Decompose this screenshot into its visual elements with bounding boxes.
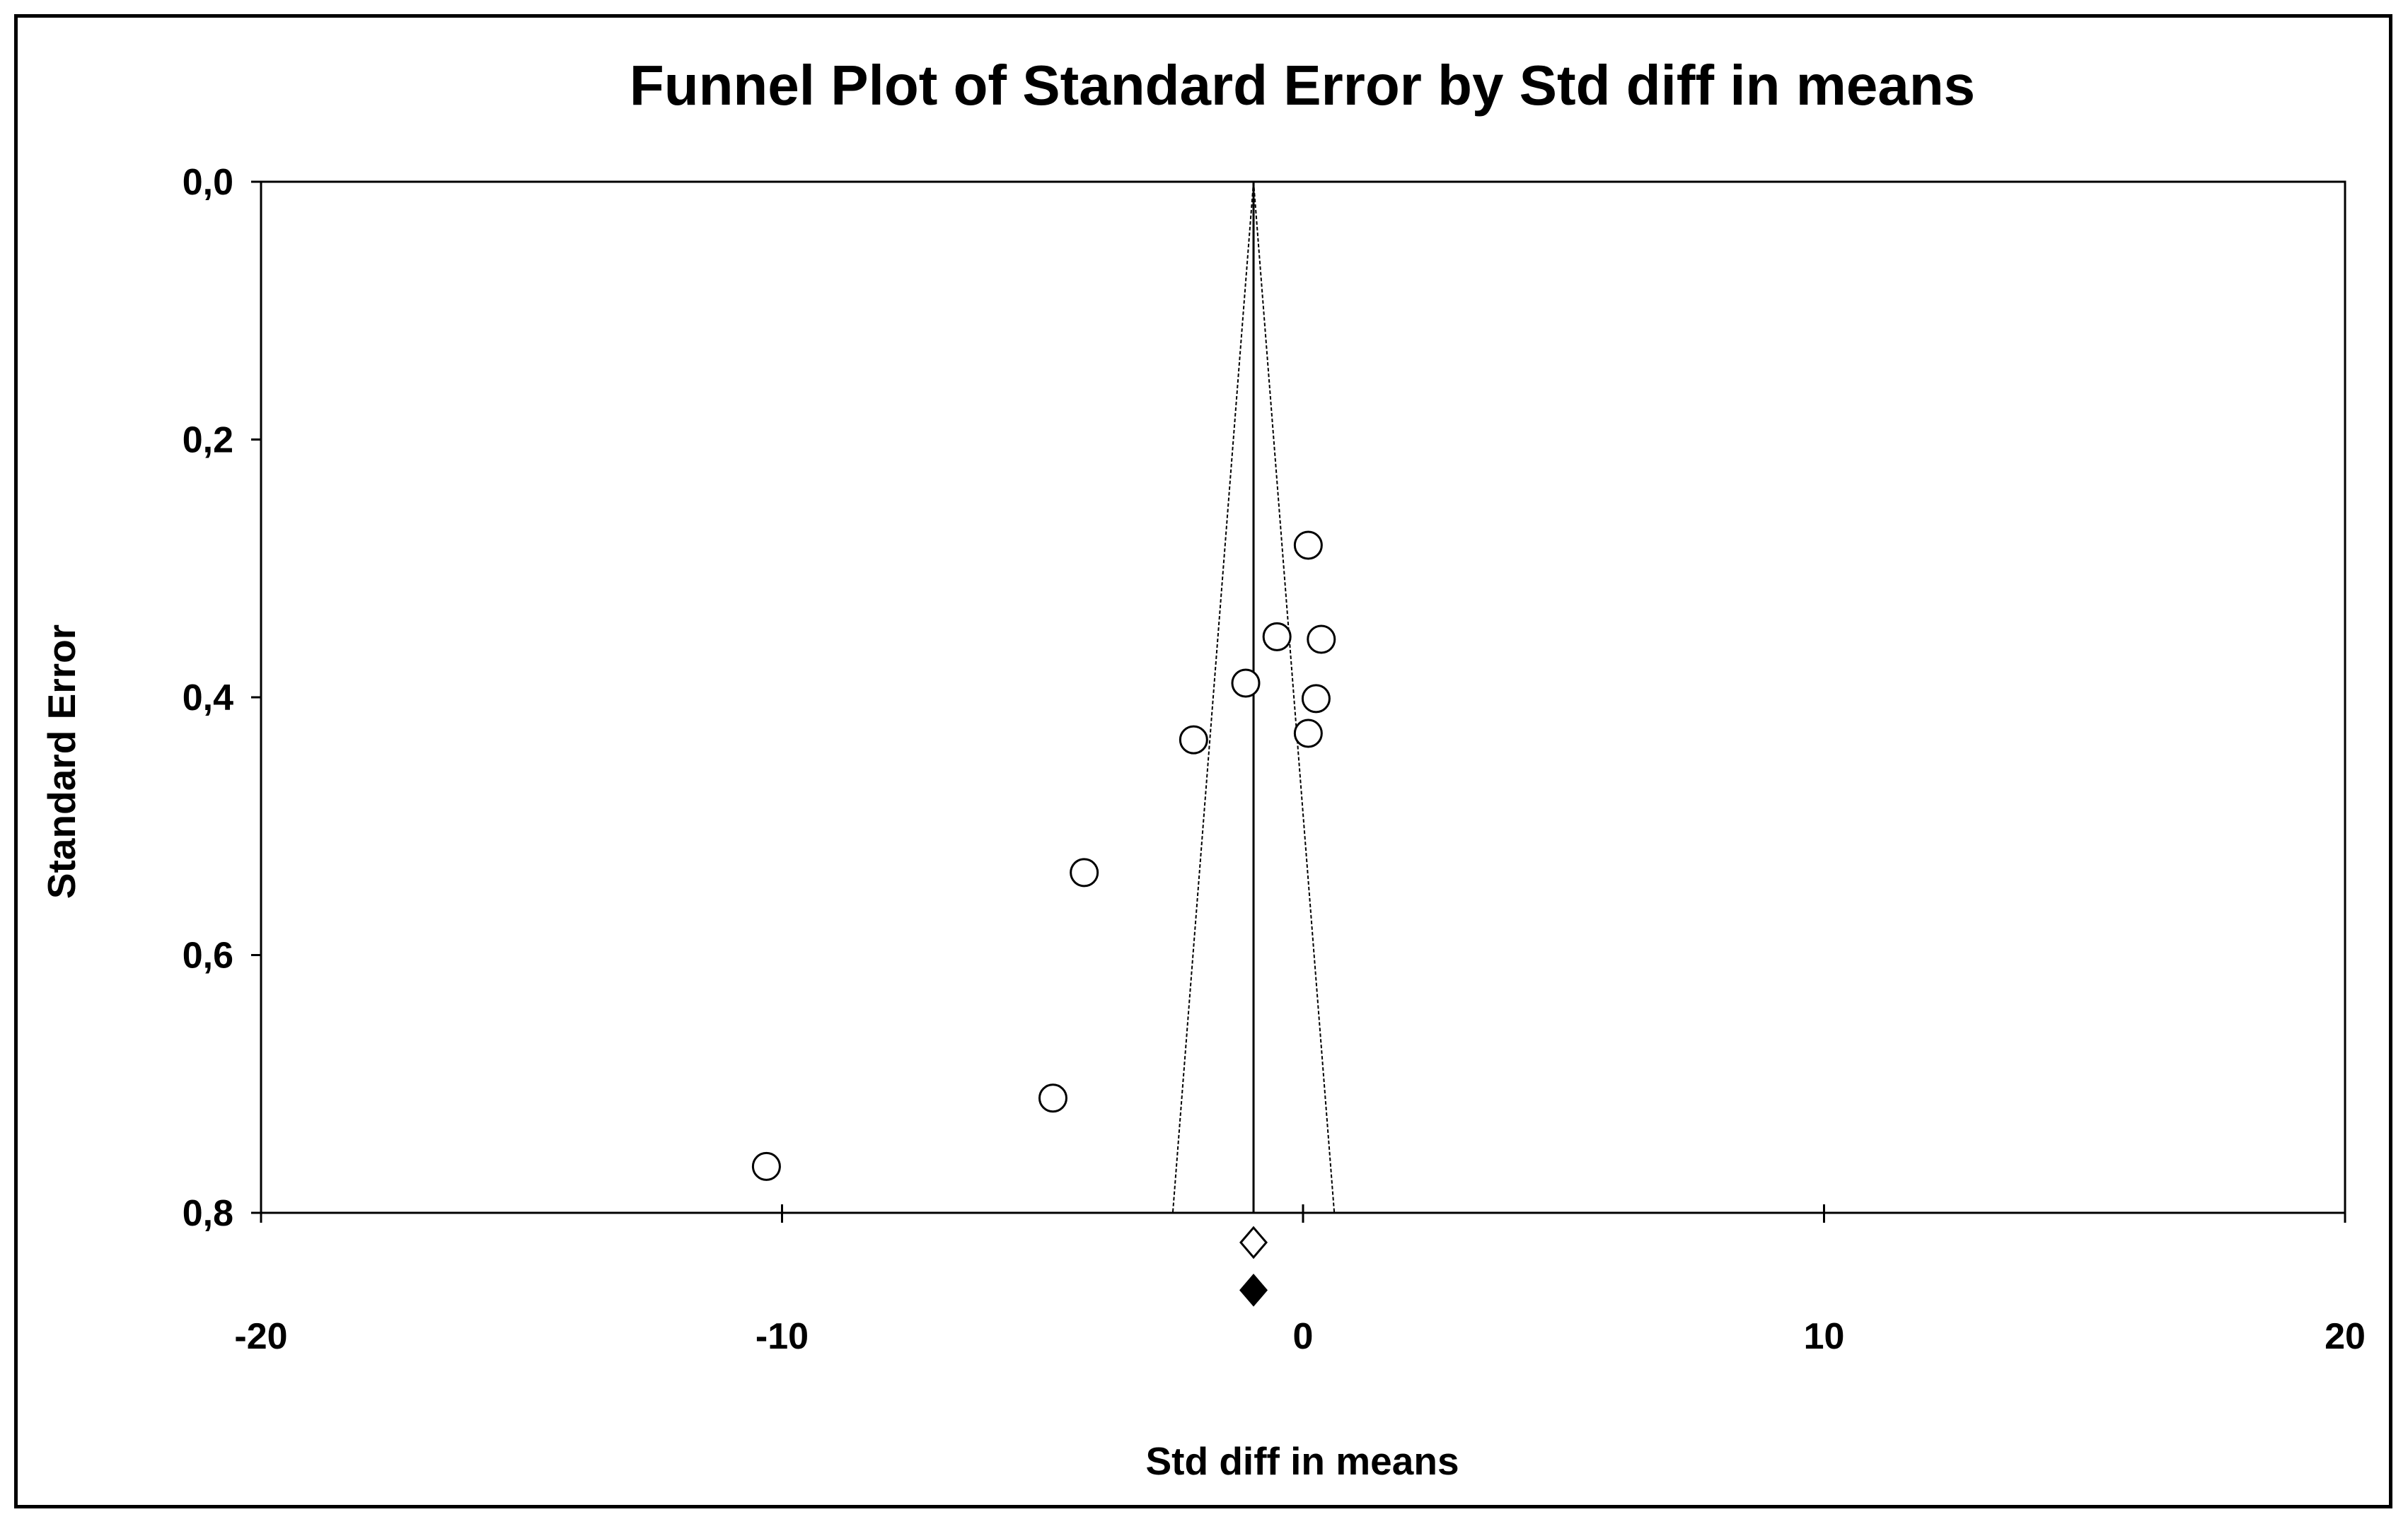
summary-diamond-filled <box>1239 1274 1268 1307</box>
x-tick-label: 20 <box>2325 1316 2366 1357</box>
study-point <box>1038 1083 1067 1113</box>
y-tick-label: 0,0 <box>183 162 233 203</box>
chart-title: Funnel Plot of Standard Error by Std dif… <box>630 54 1975 117</box>
y-tick-label: 0,8 <box>183 1193 233 1234</box>
y-tick-label: 0,2 <box>183 420 233 461</box>
chart-frame <box>14 14 2392 1508</box>
x-tick-label: -20 <box>234 1316 287 1357</box>
study-point <box>1301 684 1331 714</box>
study-point <box>1231 668 1261 698</box>
summary-diamond-open <box>1239 1226 1268 1260</box>
funnel-left-limit <box>1171 181 1255 1214</box>
study-point <box>1179 725 1208 755</box>
x-tick-label: 0 <box>1293 1316 1314 1357</box>
study-point <box>1262 622 1292 651</box>
y-tick-label: 0,4 <box>183 677 233 719</box>
study-point <box>1070 858 1099 888</box>
x-tick-label: 10 <box>1804 1316 1845 1357</box>
study-point <box>1293 530 1323 560</box>
study-point <box>1293 719 1323 748</box>
y-axis-label: Standard Error <box>40 624 83 899</box>
y-tick-label: 0,6 <box>183 936 233 977</box>
x-axis-label: Std diff in means <box>1145 1439 1459 1483</box>
study-point <box>1307 624 1336 654</box>
x-tick-label: -10 <box>756 1316 809 1357</box>
study-point <box>751 1151 781 1181</box>
funnel-right-limit <box>1253 181 1336 1214</box>
